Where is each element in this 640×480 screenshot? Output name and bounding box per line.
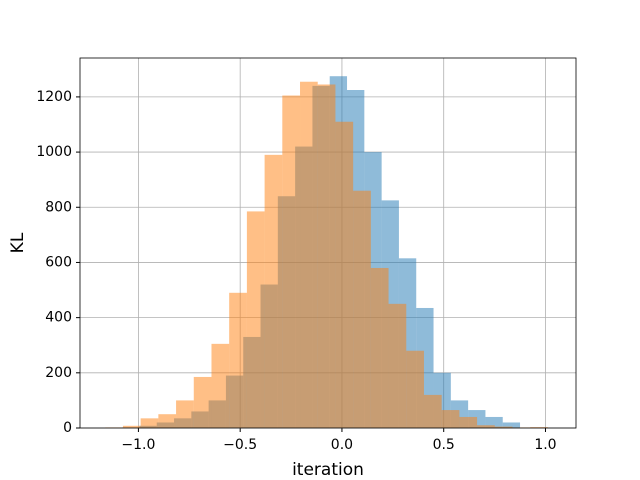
histogram-bar	[158, 414, 177, 428]
histogram-bar	[530, 427, 548, 428]
y-tick-label: 400	[45, 310, 72, 326]
x-tick-label: −1.0	[121, 437, 155, 453]
y-tick-label: 200	[45, 365, 72, 381]
histogram-bar	[459, 416, 478, 428]
x-tick-label: 0.5	[433, 437, 455, 453]
histogram-bar	[406, 350, 424, 428]
y-tick-label: 0	[63, 420, 72, 436]
histogram-bar	[494, 426, 513, 428]
histogram-bar	[229, 292, 247, 428]
y-tick-label: 600	[45, 254, 72, 270]
histogram-bar	[193, 376, 212, 428]
y-axis-label: KL	[8, 232, 28, 253]
histogram-bar	[353, 190, 371, 428]
histogram-bar	[370, 267, 389, 428]
histogram-bar	[211, 343, 230, 428]
x-tick-label: −0.5	[223, 437, 257, 453]
y-tick-label: 1200	[36, 89, 72, 105]
x-tick-label: 1.0	[534, 437, 556, 453]
x-axis-label: iteration	[292, 460, 364, 480]
histogram-bar	[246, 211, 265, 428]
histogram-bar	[122, 425, 141, 428]
histogram-bar	[300, 81, 318, 428]
histogram-bar	[388, 303, 407, 428]
plot-frame	[79, 57, 577, 429]
y-tick-label: 1000	[36, 144, 72, 160]
histogram-bar	[176, 400, 194, 428]
histogram-bar	[485, 416, 503, 428]
histogram-bar	[282, 95, 301, 429]
histogram-bar	[264, 154, 283, 428]
histogram-bar	[441, 410, 460, 428]
histogram-bar	[502, 422, 521, 428]
y-tick-label: 800	[45, 199, 72, 215]
histogram-bar	[317, 84, 336, 428]
x-tick-label: 0.0	[331, 437, 353, 453]
histogram-bar	[423, 394, 442, 428]
histogram-bar	[477, 425, 495, 428]
histogram-bar	[140, 418, 159, 428]
histogram-bar	[335, 121, 354, 428]
